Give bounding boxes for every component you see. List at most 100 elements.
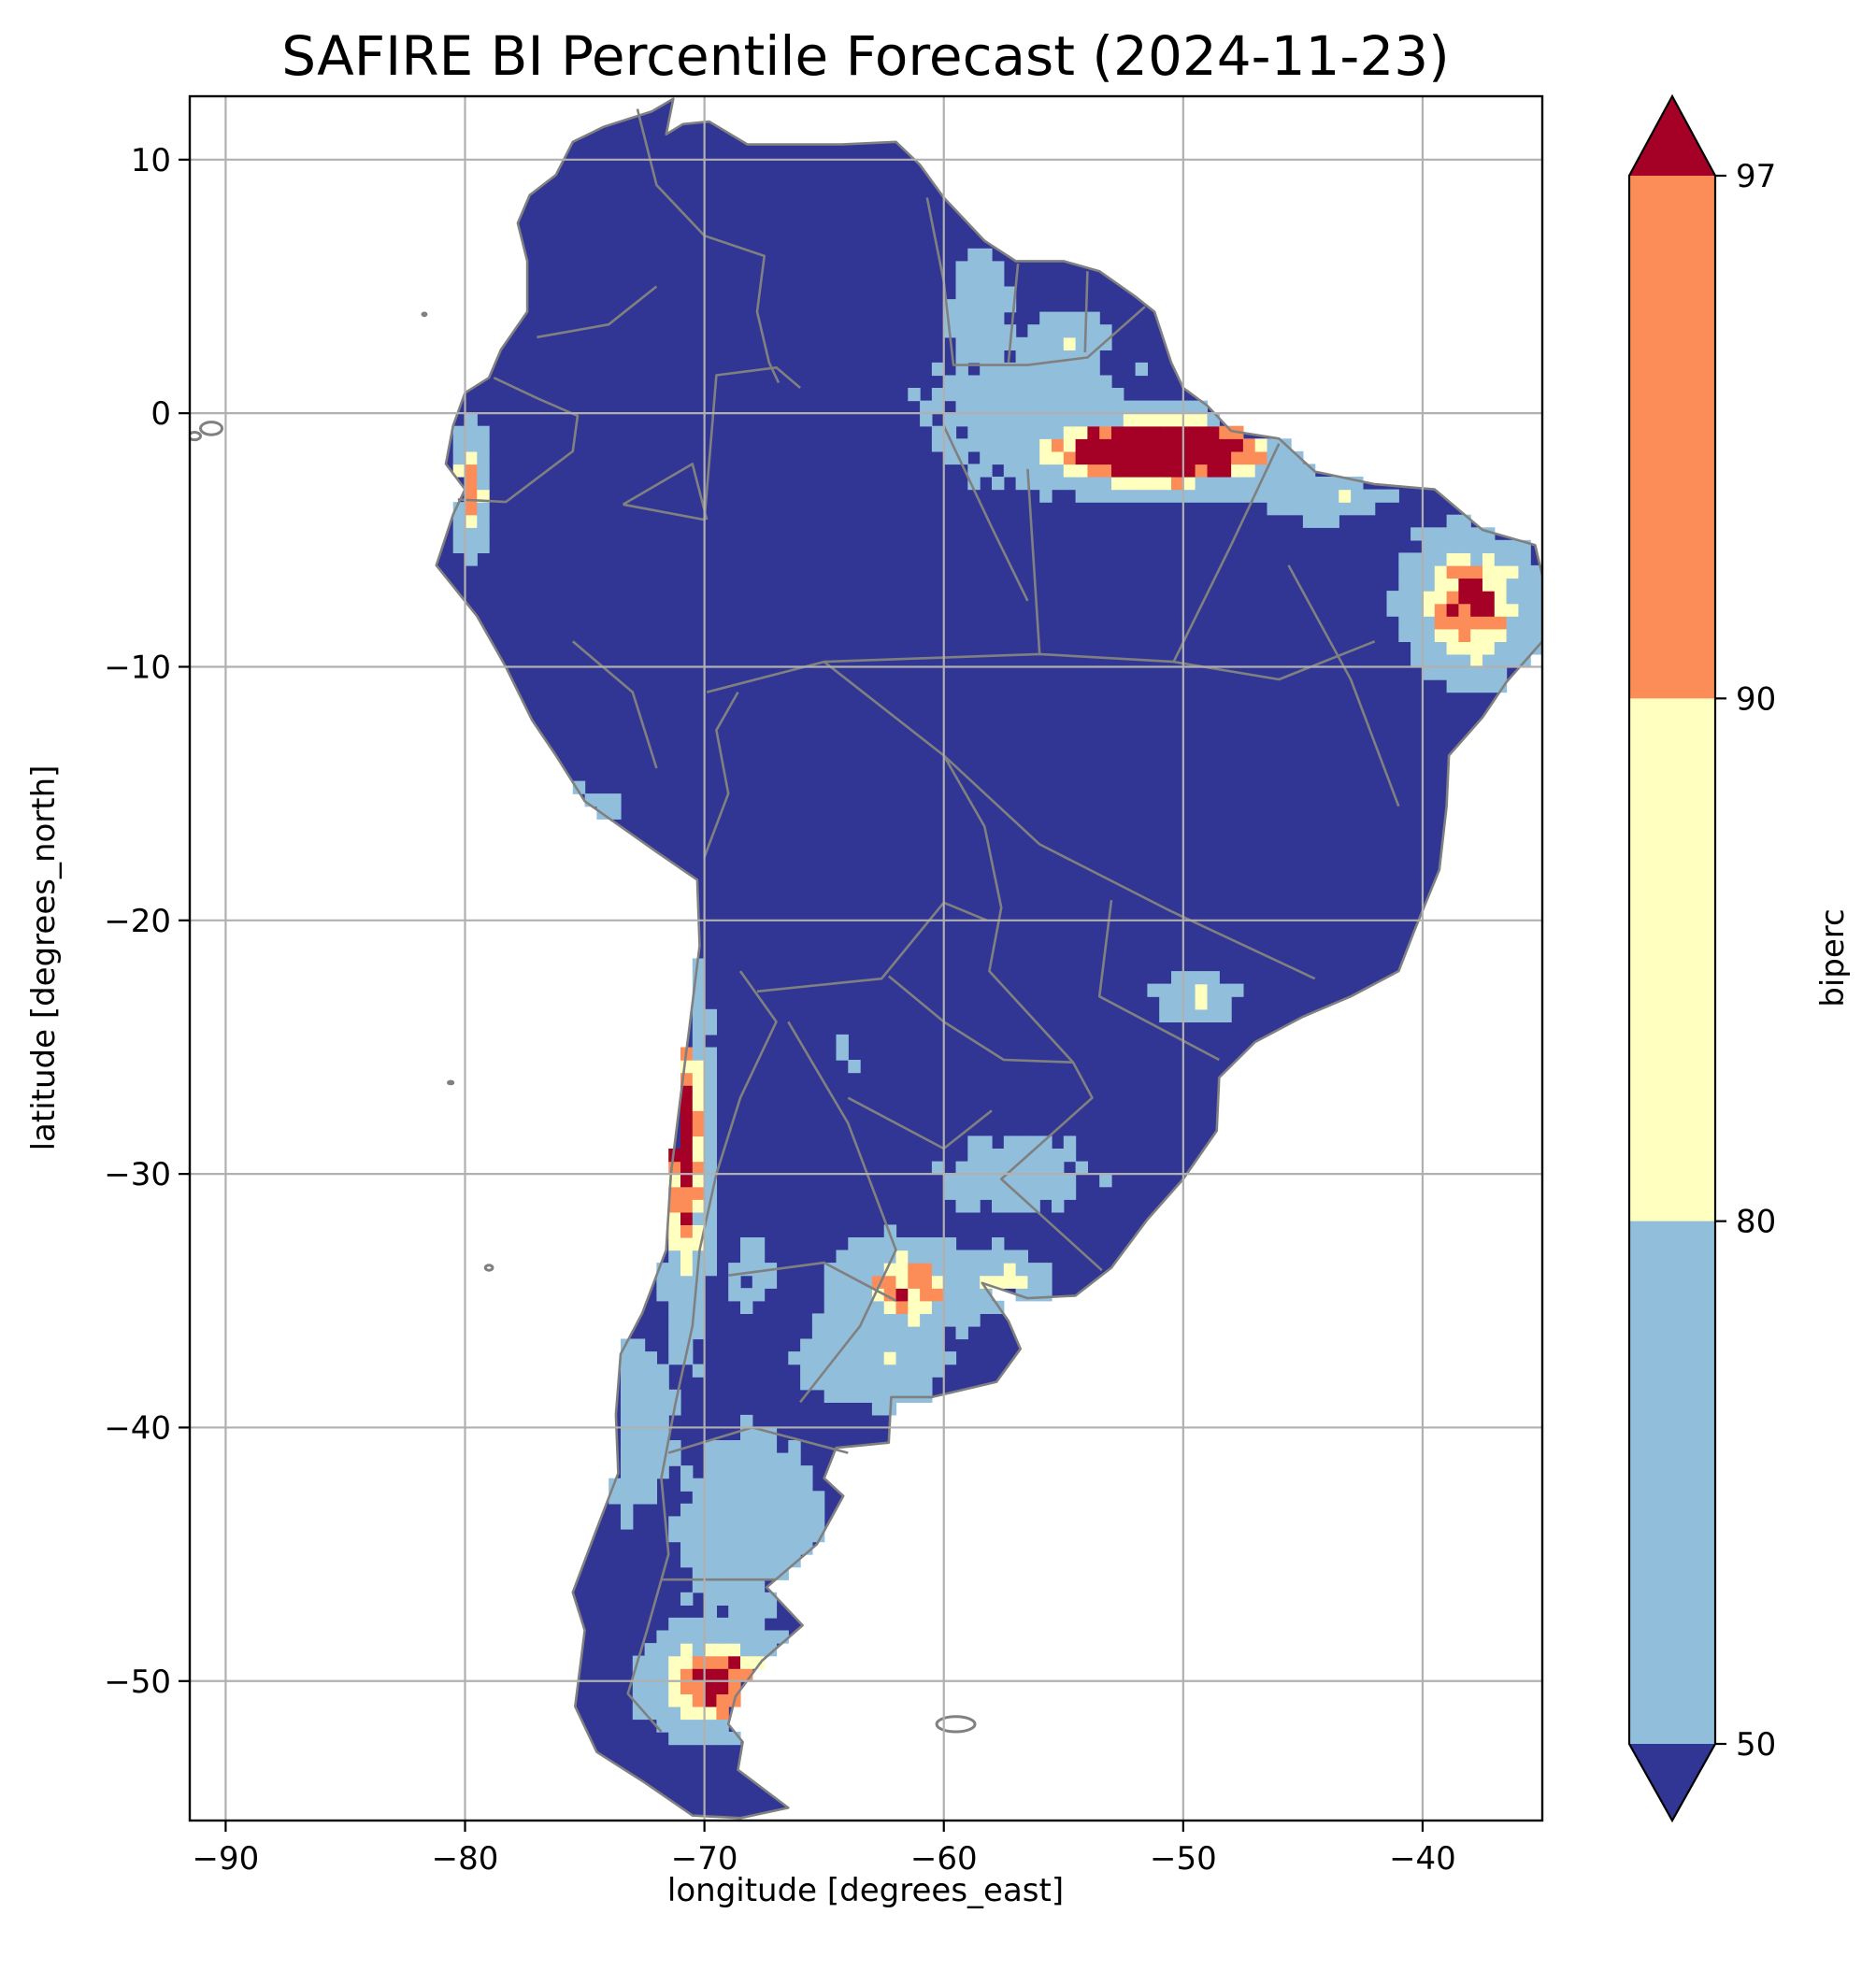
percentile-cell — [668, 1186, 681, 1200]
percentile-cell — [1003, 1186, 1017, 1200]
percentile-cell — [980, 438, 993, 452]
percentile-cell — [704, 1630, 717, 1644]
percentile-cell — [860, 1237, 873, 1251]
percentile-cell — [1398, 616, 1411, 630]
percentile-cell — [967, 477, 981, 491]
percentile-cell — [1434, 616, 1448, 630]
percentile-cell — [908, 1300, 921, 1314]
percentile-cell — [967, 1263, 981, 1277]
percentile-cell — [980, 450, 993, 465]
percentile-cell — [1027, 1186, 1040, 1200]
percentile-cell — [716, 1440, 729, 1454]
percentile-cell — [1159, 996, 1172, 1010]
percentile-cell — [920, 1275, 933, 1289]
percentile-cell — [716, 1503, 729, 1517]
percentile-cell — [692, 996, 706, 1010]
percentile-cell — [1482, 539, 1496, 553]
percentile-cell — [1171, 983, 1184, 997]
percentile-cell — [836, 1288, 849, 1302]
percentile-cell — [1434, 603, 1448, 617]
percentile-cell — [1171, 996, 1184, 1010]
percentile-cell — [692, 1047, 706, 1061]
percentile-cell — [680, 1085, 694, 1099]
percentile-cell — [967, 1275, 981, 1289]
percentile-cell — [692, 1617, 706, 1632]
percentile-cell — [465, 464, 478, 478]
percentile-cell — [668, 1617, 681, 1632]
percentile-cell — [632, 1364, 646, 1378]
percentile-cell — [1015, 450, 1028, 465]
percentile-cell — [1063, 311, 1077, 325]
percentile-cell — [692, 1313, 706, 1327]
percentile-cell — [800, 1491, 813, 1505]
percentile-cell — [668, 1630, 681, 1644]
percentile-cell — [1075, 1161, 1088, 1175]
percentile-cell — [1171, 464, 1184, 478]
percentile-cell — [680, 1149, 694, 1163]
percentile-cell — [1494, 603, 1508, 617]
percentile-cell — [1182, 996, 1196, 1010]
percentile-cell — [980, 425, 993, 439]
percentile-cell — [1494, 616, 1508, 630]
percentile-cell — [668, 1237, 681, 1251]
percentile-cell — [1171, 971, 1184, 985]
percentile-cell — [477, 450, 490, 465]
percentile-cell — [621, 1491, 634, 1505]
percentile-cell — [704, 1440, 717, 1454]
boundary-line — [636, 108, 780, 384]
percentile-cell — [621, 1516, 634, 1530]
percentile-cell — [1147, 413, 1160, 427]
percentile-cell — [860, 1389, 873, 1403]
percentile-cell — [1434, 628, 1448, 642]
percentile-cell — [465, 514, 478, 528]
percentile-cell — [980, 1135, 993, 1150]
percentile-cell — [668, 1288, 681, 1302]
percentile-cell — [632, 1440, 646, 1454]
percentile-cell — [800, 1364, 813, 1378]
percentile-cell — [895, 1325, 909, 1340]
percentile-cell — [728, 1263, 741, 1277]
colorbar-tick-label: 50 — [1736, 1726, 1776, 1764]
percentile-cell — [632, 1402, 646, 1416]
percentile-cell — [1494, 591, 1508, 605]
percentile-cell — [967, 1288, 981, 1302]
percentile-cell — [1530, 603, 1542, 617]
percentile-cell — [704, 1592, 717, 1606]
percentile-cell — [632, 1427, 646, 1441]
percentile-cell — [477, 464, 490, 478]
percentile-cell — [668, 1668, 681, 1682]
percentile-cell — [955, 261, 968, 275]
y-axis-ticks: 10 0 −10 −20 −30 −40 −50 — [104, 142, 190, 1701]
percentile-cell — [752, 1630, 766, 1644]
percentile-cell — [967, 425, 981, 439]
percentile-cell — [1099, 375, 1112, 389]
percentile-cell — [656, 1643, 669, 1657]
percentile-cell — [1015, 336, 1028, 350]
percentile-cell — [621, 1402, 634, 1416]
percentile-cell — [1063, 1149, 1077, 1163]
percentile-cell — [1087, 375, 1100, 389]
percentile-cell — [992, 273, 1005, 288]
boundary-line — [623, 365, 801, 521]
percentile-cell — [1482, 616, 1496, 630]
percentile-cell — [692, 1529, 706, 1543]
percentile-cell — [692, 1034, 706, 1049]
percentile-cell — [752, 1288, 766, 1302]
percentile-cell — [1446, 603, 1459, 617]
percentile-cell — [716, 1579, 729, 1593]
percentile-cell — [1182, 400, 1196, 414]
percentile-cell — [848, 1377, 861, 1391]
percentile-cell — [1147, 438, 1160, 452]
percentile-cell — [788, 1516, 801, 1530]
percentile-cell — [668, 1452, 681, 1466]
percentile-cell — [680, 1719, 694, 1733]
percentile-cell — [1039, 1186, 1053, 1200]
percentile-cell — [1052, 375, 1065, 389]
percentile-cell — [668, 1149, 681, 1163]
percentile-cell — [704, 1529, 717, 1543]
percentile-cell — [848, 1338, 861, 1352]
percentile-cell — [1506, 578, 1519, 592]
percentile-cell — [680, 1478, 694, 1492]
percentile-cell — [967, 324, 981, 338]
percentile-cell — [1279, 502, 1292, 516]
